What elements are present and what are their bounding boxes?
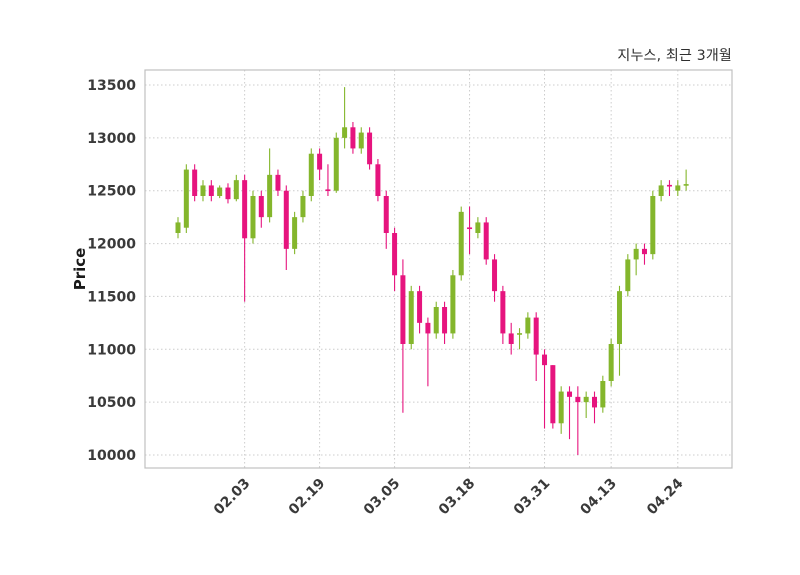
x-tick-label: 04.13 <box>577 476 620 519</box>
candle-body <box>233 180 239 200</box>
candle-body <box>683 184 689 186</box>
y-tick-label: 11500 <box>87 289 136 305</box>
candle-body <box>300 196 306 218</box>
candle-body <box>675 185 681 191</box>
candle-body <box>383 196 389 233</box>
candle-body <box>467 227 473 230</box>
y-axis-label: Price <box>71 247 89 291</box>
candles <box>175 87 689 455</box>
candle-body <box>375 164 381 196</box>
candle-body <box>342 127 348 138</box>
candle-body <box>192 169 198 196</box>
candle-body <box>525 317 531 334</box>
candle-body <box>292 217 298 249</box>
candle-body <box>250 196 256 239</box>
candle-body <box>442 307 448 334</box>
y-tick-label: 11000 <box>87 342 136 358</box>
candle-body <box>558 391 564 424</box>
candle-body <box>183 169 189 228</box>
axes <box>144 69 733 469</box>
candle-body <box>592 396 597 408</box>
candle-body <box>367 132 373 165</box>
x-tick-label: 03.18 <box>436 476 479 519</box>
candle-body <box>475 222 481 233</box>
candle-body <box>358 132 364 149</box>
x-tick-label: 03.31 <box>511 476 554 519</box>
y-tick-label: 13500 <box>87 78 136 94</box>
candle-body <box>575 396 581 403</box>
candle-body <box>200 185 206 196</box>
candle-body <box>325 189 331 191</box>
candle-body <box>633 248 639 260</box>
candle-body <box>500 291 506 334</box>
candle-body <box>267 174 273 218</box>
candle-body <box>600 381 606 408</box>
candle-body <box>550 365 556 424</box>
candle-body <box>392 233 398 276</box>
chart-title: 지누스, 최근 3개월 <box>617 48 732 64</box>
candle-body <box>542 354 548 366</box>
y-tick-label: 10000 <box>87 448 136 464</box>
candle-body <box>458 211 464 276</box>
candle-body <box>658 185 664 196</box>
candle-body <box>641 248 647 255</box>
candle-body <box>275 174 281 191</box>
candle-body <box>333 137 339 191</box>
x-tick-label: 02.03 <box>211 476 254 519</box>
plot-border <box>144 69 733 469</box>
candle-body <box>608 344 614 381</box>
y-tick-label: 10500 <box>87 395 136 411</box>
candle-body <box>408 291 414 344</box>
candle-body <box>625 259 631 292</box>
candle-body <box>567 391 573 397</box>
x-tick-label: 03.05 <box>361 476 404 519</box>
candle-body <box>450 275 456 334</box>
candle-body <box>350 127 356 149</box>
candle-body <box>308 153 314 196</box>
candle-body <box>217 187 223 196</box>
candle-body <box>508 333 514 344</box>
candle-body <box>650 196 656 255</box>
y-tick-label: 12000 <box>87 237 136 253</box>
candle-body <box>242 180 248 239</box>
candle-body <box>417 291 423 323</box>
y-tick-label: 12500 <box>87 184 136 200</box>
candle-body <box>517 333 523 335</box>
candle-body <box>492 259 498 292</box>
candle-body <box>583 396 589 403</box>
candle-body <box>616 291 622 344</box>
candle-body <box>483 222 489 260</box>
candle-body <box>533 317 539 355</box>
candle-body <box>175 222 181 233</box>
candle-body <box>317 153 323 170</box>
candle-body <box>666 184 672 187</box>
x-tick-label: 04.24 <box>644 475 687 518</box>
candle-body <box>400 275 406 344</box>
candle-body <box>433 307 439 334</box>
grid-lines <box>145 70 732 468</box>
y-tick-label: 13000 <box>87 131 136 147</box>
x-tick-label: 02.19 <box>286 476 329 519</box>
candle-body <box>283 190 289 249</box>
candle-body <box>225 187 231 200</box>
candle-body <box>258 196 264 218</box>
candle-body <box>425 322 431 334</box>
tick-labels: 10000 10500 11000 11500 12000 12500 13000 13500… <box>87 78 687 518</box>
candle-body <box>208 185 214 196</box>
